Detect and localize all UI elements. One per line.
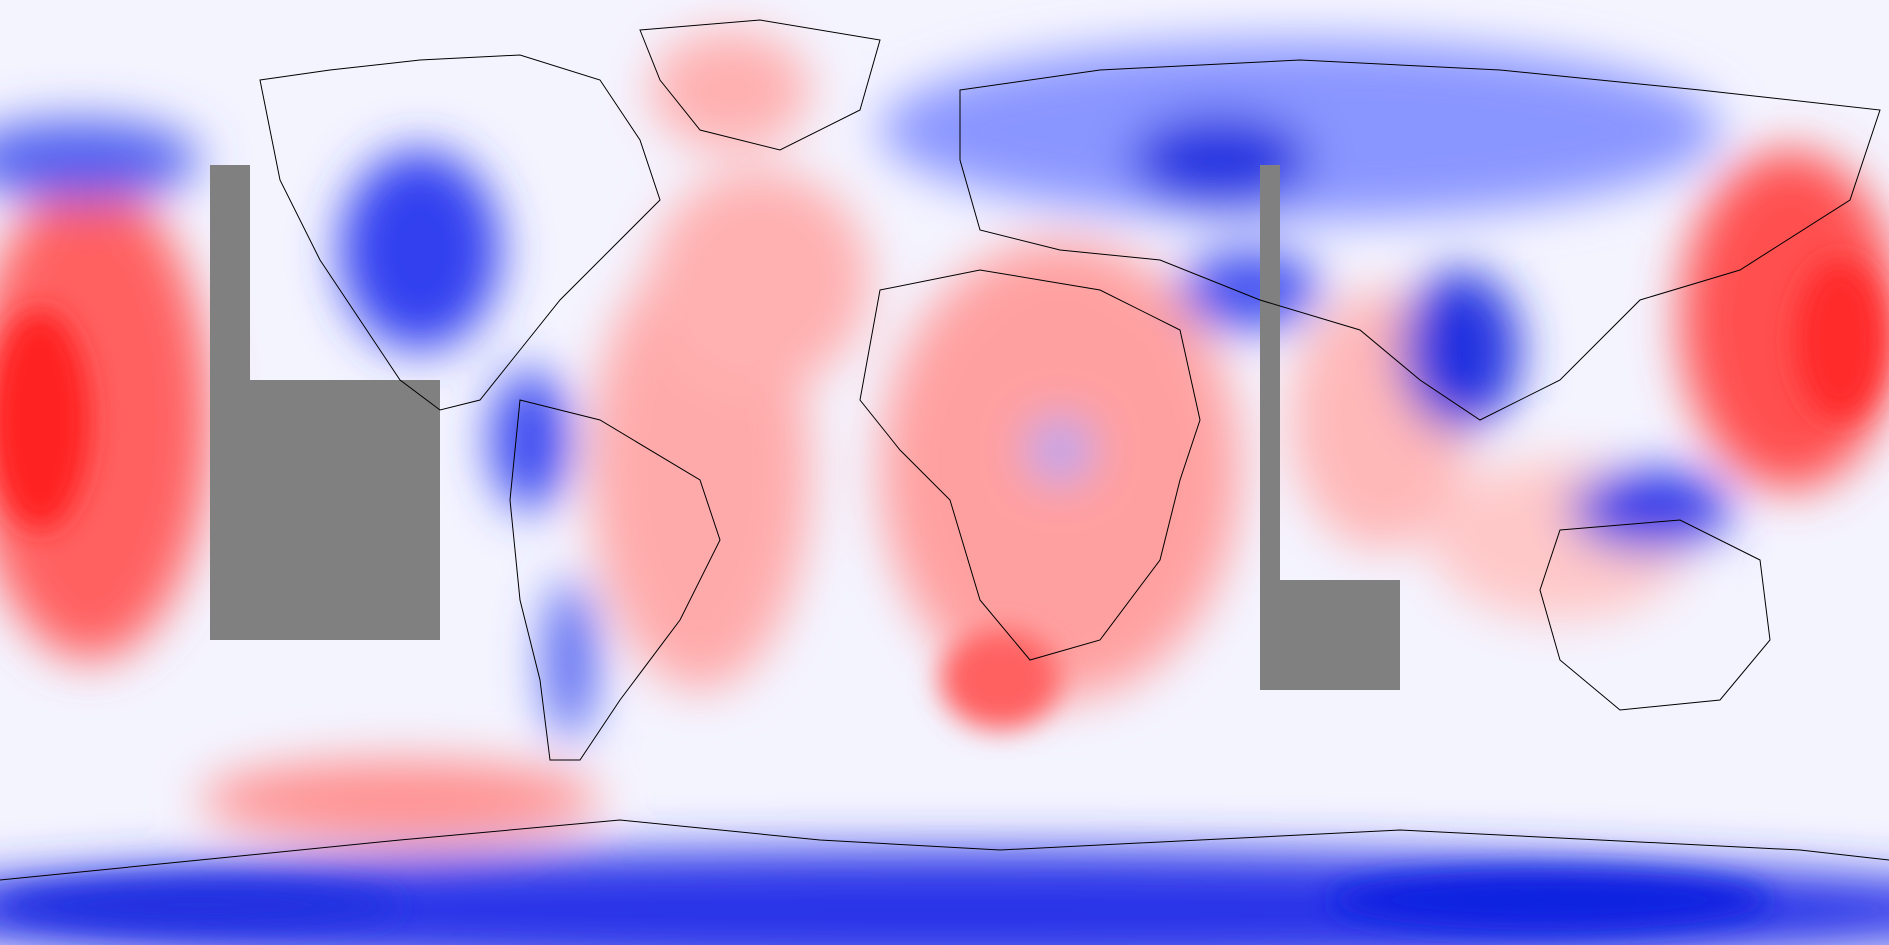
africa-coastline [859,269,1201,661]
antarctic-coast-warm-anomaly [200,760,600,840]
north-atlantic-warm-anomaly [650,170,870,390]
middle-east-cold-anomaly [1180,250,1320,330]
africa-warm-core [940,630,1060,730]
southern-ocean-cold-core-west [0,880,400,930]
southern-ocean-cold-core [1330,870,1770,930]
central-africa-cold-spot [1030,420,1090,480]
southeast-asia-cold-anomaly [1400,270,1520,430]
maritime-continent-cold-anomaly [1570,470,1730,550]
north-pacific-warm-core [0,310,90,530]
arctic-cold-band [880,40,1720,220]
coastlines [0,19,1889,881]
antarctica-coastline [0,819,1889,881]
south-america-coastline [509,399,721,761]
north-pacific-cold-strip [0,120,200,200]
western-pacific-warm-core [1795,260,1885,420]
siberia-cold-anomaly [1130,115,1310,205]
north-america-coastline [259,54,661,411]
greenland-coastline [639,19,881,151]
south-america-cold-strip [545,580,595,740]
eurasia-coastline [959,59,1881,421]
australia-coastline [1539,519,1771,711]
greenland-warm-anomaly [650,30,810,150]
central-america-cold-anomaly [490,370,570,510]
north-america-cold-anomaly [340,150,500,350]
